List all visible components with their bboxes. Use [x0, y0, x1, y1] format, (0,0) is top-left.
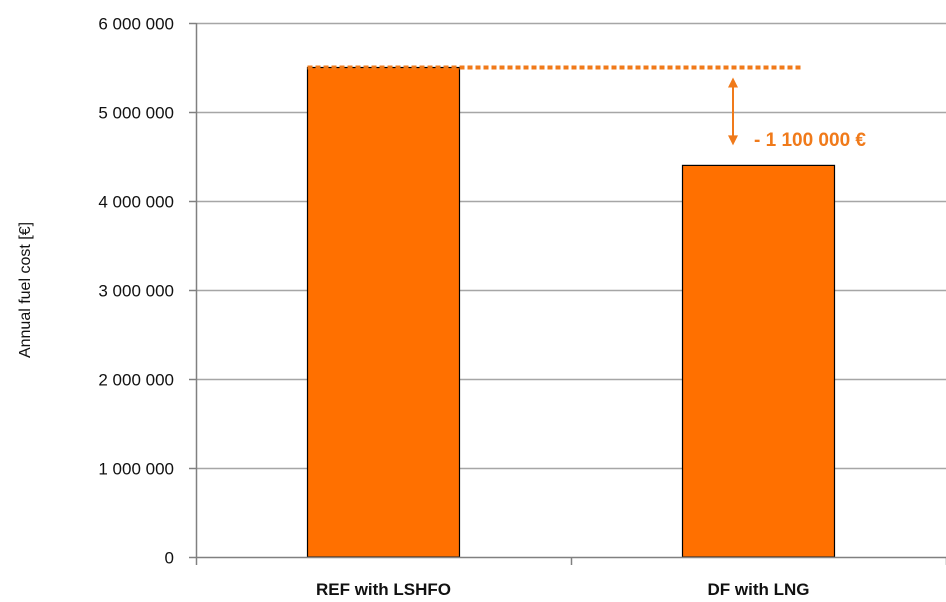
y-tick-label: 2 000 000 — [98, 371, 174, 390]
difference-label: - 1 100 000 € — [754, 130, 866, 151]
y-tick-label: 4 000 000 — [98, 193, 174, 212]
y-axis-label: Annual fuel cost [€] — [17, 222, 34, 358]
bar — [306, 66, 461, 558]
y-tick-label: 6 000 000 — [98, 15, 174, 34]
bar — [681, 164, 836, 558]
arrow-down-icon — [728, 135, 738, 146]
y-axis-ticks: 0 1 000 000 2 000 000 3 000 000 4 000 000 5 0… — [98, 15, 196, 568]
axes — [195, 23, 946, 565]
y-tick-label: 0 — [165, 549, 174, 568]
y-tick-label: 3 000 000 — [98, 282, 174, 301]
x-axis-labels: REF with LSHFO DF with LNG — [316, 580, 810, 599]
y-tick-label: 5 000 000 — [98, 104, 174, 123]
difference-annotation: - 1 100 000 € — [307, 65, 866, 151]
bars — [306, 66, 836, 558]
arrow-up-icon — [728, 77, 738, 88]
x-tick-label: REF with LSHFO — [316, 580, 451, 599]
y-tick-label: 1 000 000 — [98, 460, 174, 479]
x-tick-label: DF with LNG — [708, 580, 810, 599]
